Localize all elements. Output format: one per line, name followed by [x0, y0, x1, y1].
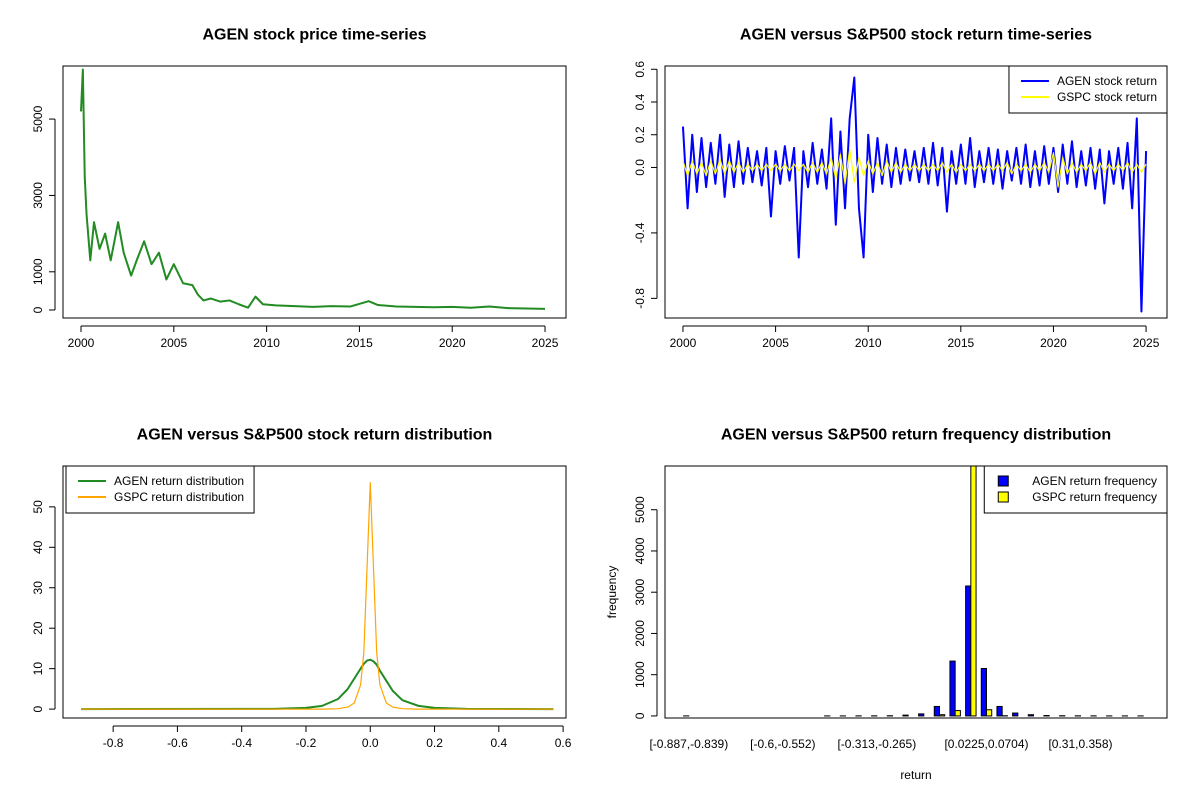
y-tick-label: -0.8: [633, 288, 647, 309]
x-tick-label: 2020: [1040, 336, 1067, 350]
bar: [954, 710, 961, 717]
legend-label: GSPC return frequency: [1032, 490, 1157, 504]
series-line: [80, 68, 546, 310]
bar: [918, 713, 925, 717]
bar: [902, 714, 909, 717]
y-tick-label: 3000: [31, 182, 45, 209]
legend: AGEN return frequency GSPC return frequen…: [983, 465, 1168, 514]
plot-area: [80, 68, 546, 310]
legend: AGEN return distribution GSPC return dist…: [65, 465, 255, 514]
legend-label: AGEN return frequency: [1032, 474, 1157, 488]
y-tick-label: 0: [633, 712, 647, 719]
bar: [970, 466, 977, 717]
legend-label: AGEN stock return: [1057, 74, 1157, 88]
bar: [949, 660, 956, 717]
y-axis-label: frequency: [605, 566, 619, 619]
panel: AGEN versus S&P500 stock return time-ser…: [633, 27, 1168, 350]
legend-box: [983, 465, 1168, 514]
chart-title: AGEN versus S&P500 stock return distribu…: [137, 427, 493, 444]
y-tick-label: 50: [31, 500, 45, 514]
legend-box: [65, 465, 255, 514]
y-tick-label: 2000: [633, 620, 647, 647]
bar: [996, 705, 1003, 717]
x-tick-label: 2000: [68, 336, 95, 350]
x-tick-label: [-0.6,-0.552): [750, 737, 815, 751]
y-tick-label: 0.2: [633, 126, 647, 143]
chart-title: AGEN versus S&P500 return frequency dist…: [721, 427, 1111, 444]
y-tick-label: 10: [31, 662, 45, 676]
panel: AGEN versus S&P500 stock return distribu…: [31, 427, 572, 751]
panel: AGEN versus S&P500 return frequency dist…: [605, 427, 1168, 782]
y-tick-label: 20: [31, 621, 45, 635]
x-tick-label: 2010: [855, 336, 882, 350]
chart-title: AGEN stock price time-series: [202, 27, 426, 44]
x-tick-label: 2025: [1133, 336, 1160, 350]
bar: [933, 705, 940, 717]
y-tick-label: 5000: [633, 496, 647, 523]
y-tick-label: 3000: [633, 579, 647, 606]
panel: AGEN stock price time-series 0 1000 3000 500…: [31, 27, 567, 350]
plot-frame: [62, 465, 567, 719]
x-tick-label: [-0.887,-0.839): [649, 737, 728, 751]
bar: [965, 585, 972, 717]
y-tick-label: 0.0: [633, 159, 647, 176]
series-line: [80, 658, 554, 711]
y-tick-label: 0: [31, 705, 45, 712]
y-tick-label: 1000: [31, 258, 45, 285]
x-tick-label: 2010: [253, 336, 280, 350]
legend-label: GSPC return distribution: [114, 490, 244, 504]
plot-frame: [664, 465, 1168, 719]
legend-label: GSPC stock return: [1057, 90, 1157, 104]
legend-swatch: [997, 491, 1009, 503]
x-tick-label: 2005: [762, 336, 789, 350]
y-tick-label: -0.4: [633, 222, 647, 243]
plot-area: [80, 481, 554, 711]
y-tick-label: 0.4: [633, 93, 647, 110]
x-tick-label: -0.2: [296, 736, 317, 750]
y-tick-label: 1000: [633, 661, 647, 688]
legend-box: [1008, 65, 1168, 114]
y-tick-label: 0.6: [633, 61, 647, 78]
bar: [986, 709, 993, 717]
x-tick-label: 0.0: [362, 736, 379, 750]
y-tick-label: 5000: [31, 105, 45, 132]
y-tick-label: 40: [31, 540, 45, 554]
x-tick-label: [0.0225,0.0704): [944, 737, 1028, 751]
bar: [1027, 714, 1035, 717]
legend-label: AGEN return distribution: [114, 474, 244, 488]
x-tick-label: 2015: [346, 336, 373, 350]
x-tick-label: -0.8: [103, 736, 124, 750]
chart-title: AGEN versus S&P500 stock return time-ser…: [740, 27, 1092, 44]
plot-area: [681, 76, 1148, 313]
x-tick-label: [0.31,0.358): [1048, 737, 1112, 751]
x-tick-label: 2025: [532, 336, 559, 350]
legend: AGEN stock return GSPC stock return: [1008, 65, 1168, 114]
x-tick-label: 0.6: [555, 736, 572, 750]
series-line: [81, 481, 554, 710]
x-tick-label: 0.4: [490, 736, 507, 750]
bar: [1012, 712, 1019, 717]
x-tick-label: 2005: [160, 336, 187, 350]
x-tick-label: 0.2: [426, 736, 443, 750]
legend-swatch: [997, 475, 1009, 487]
y-tick-label: 4000: [633, 537, 647, 564]
x-tick-label: -0.4: [231, 736, 252, 750]
plot-frame: [62, 65, 567, 319]
x-tick-label: 2000: [670, 336, 697, 350]
y-tick-label: 0: [31, 306, 45, 313]
series-line: [682, 148, 1147, 188]
x-tick-label: 2015: [947, 336, 974, 350]
bar: [980, 668, 987, 717]
y-tick-label: 30: [31, 581, 45, 595]
x-axis-label: return: [900, 768, 931, 782]
x-tick-label: [-0.313,-0.265): [837, 737, 916, 751]
plot-area: [683, 466, 1144, 717]
plot-frame: [664, 65, 1168, 319]
x-tick-label: 2020: [439, 336, 466, 350]
bar: [939, 714, 946, 717]
x-tick-label: -0.6: [167, 736, 188, 750]
